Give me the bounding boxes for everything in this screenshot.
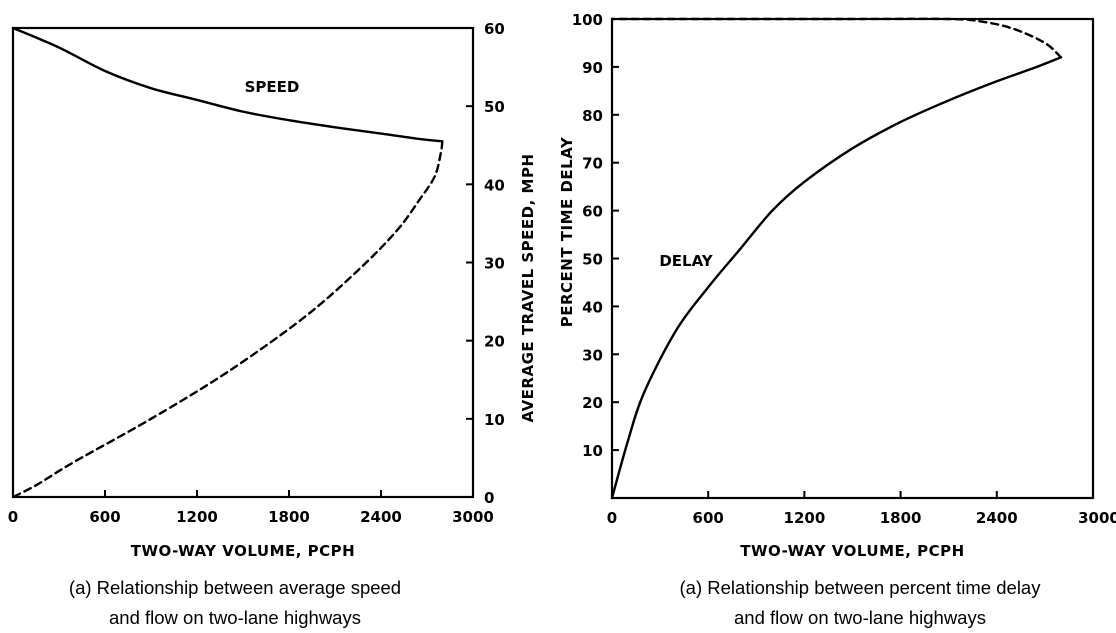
dashed-series-line — [11, 140, 444, 499]
curve-annotation: SPEED — [245, 78, 300, 96]
y-tick-label: 10 — [582, 442, 603, 460]
caption-a-line2: and flow on two-lane highways — [109, 607, 361, 628]
x-tick-label: 2400 — [976, 509, 1018, 527]
y-tick-label: 50 — [484, 98, 505, 116]
x-tick-label: 3000 — [1078, 509, 1116, 527]
solid-series-line — [610, 56, 1063, 500]
y-tick-label: 90 — [582, 59, 603, 77]
y-tick-label: 20 — [484, 333, 505, 351]
y-tick-label: 40 — [484, 176, 505, 194]
y-tick-label: 20 — [582, 394, 603, 412]
y-tick-label: 10 — [484, 411, 505, 429]
x-tick-label: 1200 — [176, 508, 218, 526]
caption-a: (a) Relationship between average speed a… — [20, 573, 450, 633]
y-tick-label: 60 — [484, 20, 505, 38]
y-axis-label: PERCENT TIME DELAY — [558, 136, 576, 327]
caption-b: (a) Relationship between percent time de… — [620, 573, 1100, 633]
y-tick-label: 50 — [582, 251, 603, 269]
x-axis-label: TWO-WAY VOLUME, PCPH — [131, 542, 355, 560]
x-tick-label: 1200 — [784, 509, 826, 527]
y-tick-label: 70 — [582, 155, 603, 173]
delay-flow-chart: 0 600 1200 1800 2400 3000 10 20 30 40 50 60 70 80 90 10… — [558, 11, 1116, 560]
y-tick-label: 60 — [582, 203, 603, 221]
x-tick-label: 2400 — [360, 508, 402, 526]
y-tick-label: 30 — [582, 346, 603, 364]
x-tick-label: 600 — [693, 509, 724, 527]
x-tick-label: 600 — [89, 508, 120, 526]
caption-a-line1: (a) Relationship between average speed — [68, 577, 402, 598]
y-tick-label: 40 — [582, 298, 603, 316]
x-axis-label: TWO-WAY VOLUME, PCPH — [740, 542, 964, 560]
x-tick-label: 1800 — [268, 508, 310, 526]
y-tick-label: 0 — [484, 489, 494, 507]
x-tick-label: 0 — [607, 509, 617, 527]
speed-flow-chart: 0 600 1200 1800 2400 30000102030405060TWO-WAY… — [8, 20, 537, 560]
y-axis-label: AVERAGE TRAVEL SPEED, MPH — [519, 153, 537, 422]
y-tick-label: 30 — [484, 255, 505, 273]
y-tick-label: 80 — [582, 107, 603, 125]
x-tick-label: 0 — [8, 508, 18, 526]
solid-series-line — [11, 26, 444, 143]
y-tick-label: 100 — [572, 11, 603, 29]
x-tick-label: 3000 — [452, 508, 494, 526]
plot-frame — [11, 26, 475, 499]
dashed-series-line — [610, 17, 1063, 59]
curve-annotation: DELAY — [659, 252, 713, 270]
caption-b-line1: (a) Relationship between percent time de… — [679, 577, 1041, 598]
caption-b-line2: and flow on two-lane highways — [734, 607, 986, 628]
x-tick-label: 1800 — [880, 509, 922, 527]
